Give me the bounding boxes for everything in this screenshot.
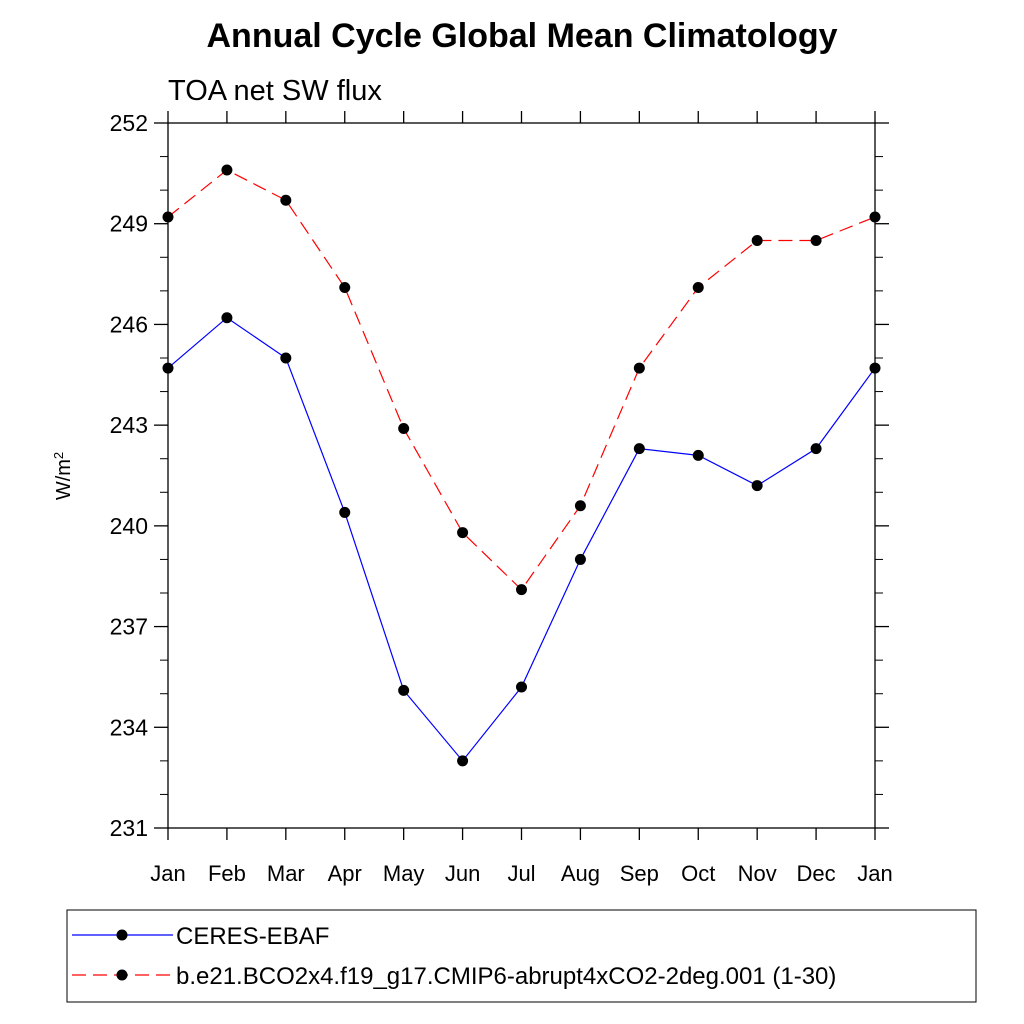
y-tick-label: 249 xyxy=(110,211,148,237)
series-2-point xyxy=(574,500,586,512)
x-axis-tick-labels: Jan Feb Mar Apr May Jun Jul Aug Sep Oct Nov Dec Jan xyxy=(150,861,892,886)
legend-marker-2 xyxy=(116,969,128,981)
series-2-point xyxy=(398,423,410,434)
series-2-point xyxy=(633,362,645,374)
series-2-point xyxy=(221,164,233,176)
series-2-point xyxy=(162,211,174,223)
y-tick-label: 246 xyxy=(110,311,148,337)
series-1-point xyxy=(221,312,233,324)
x-tick-label: Aug xyxy=(561,861,600,886)
series-1-point xyxy=(810,443,822,455)
series-1-point xyxy=(751,480,763,492)
x-tick-label: Dec xyxy=(797,861,836,886)
y-tick-label: 240 xyxy=(110,513,148,539)
x-tick-label: Apr xyxy=(328,861,362,886)
series-2-point xyxy=(516,584,527,596)
series-1-point xyxy=(457,755,469,767)
series-2-point xyxy=(810,235,822,246)
series-1-point xyxy=(162,362,174,374)
x-tick-label: Mar xyxy=(267,861,305,886)
x-tick-label: Jan xyxy=(857,861,892,886)
legend: CERES-EBAF b.e21.BCO2x4.f19_g17.CMIP6-abr… xyxy=(72,923,836,990)
x-tick-label: Jan xyxy=(150,861,185,886)
series-2-point xyxy=(280,194,292,206)
x-tick-label: Sep xyxy=(620,861,659,886)
x-tick-label: May xyxy=(383,861,425,886)
y-axis-tick-labels: 231 234 237 240 243 246 249 252 xyxy=(110,110,149,841)
y-tick-label: 252 xyxy=(110,110,148,136)
plot-frame xyxy=(167,122,876,829)
series-line-1 xyxy=(167,316,876,762)
legend-label-2: b.e21.BCO2x4.f19_g17.CMIP6-abrupt4xCO2-2… xyxy=(176,963,836,990)
legend-marker-1 xyxy=(116,929,128,941)
legend-box xyxy=(66,909,977,1003)
series-1-point xyxy=(633,443,645,455)
series-2-point xyxy=(692,282,704,293)
x-tick-label: Jul xyxy=(507,861,535,886)
y-tick-label: 243 xyxy=(110,412,148,438)
series-1-point xyxy=(692,449,704,461)
x-tick-label: Nov xyxy=(738,861,777,886)
chart-title: Annual Cycle Global Mean Climatology xyxy=(207,17,838,55)
axis-ticks xyxy=(154,111,889,840)
series-2-point xyxy=(457,527,469,539)
series-1-point xyxy=(339,506,351,518)
series-line-2 xyxy=(167,169,876,591)
series-2-point xyxy=(751,235,763,246)
x-tick-label: Jun xyxy=(445,861,480,886)
series-1-point xyxy=(280,352,292,364)
series-1-point xyxy=(516,681,527,693)
series-2-point xyxy=(339,282,351,293)
series-2-point xyxy=(869,211,881,223)
series-1-point xyxy=(574,553,586,565)
y-axis-label: W/m2 xyxy=(51,452,76,500)
series-layer xyxy=(162,164,881,767)
x-tick-label: Feb xyxy=(208,861,246,886)
x-tick-label: Oct xyxy=(681,861,715,886)
y-tick-label: 237 xyxy=(110,614,148,640)
series-1-point xyxy=(869,362,881,374)
y-tick-label: 231 xyxy=(110,815,148,841)
series-1-point xyxy=(398,684,410,696)
legend-label-1: CERES-EBAF xyxy=(176,923,329,950)
y-tick-label: 234 xyxy=(110,714,149,740)
chart-subtitle: TOA net SW flux xyxy=(168,75,382,107)
